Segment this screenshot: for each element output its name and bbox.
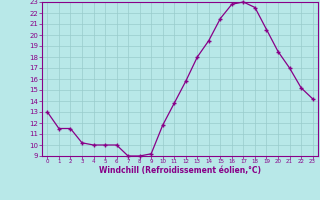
X-axis label: Windchill (Refroidissement éolien,°C): Windchill (Refroidissement éolien,°C)	[99, 166, 261, 175]
